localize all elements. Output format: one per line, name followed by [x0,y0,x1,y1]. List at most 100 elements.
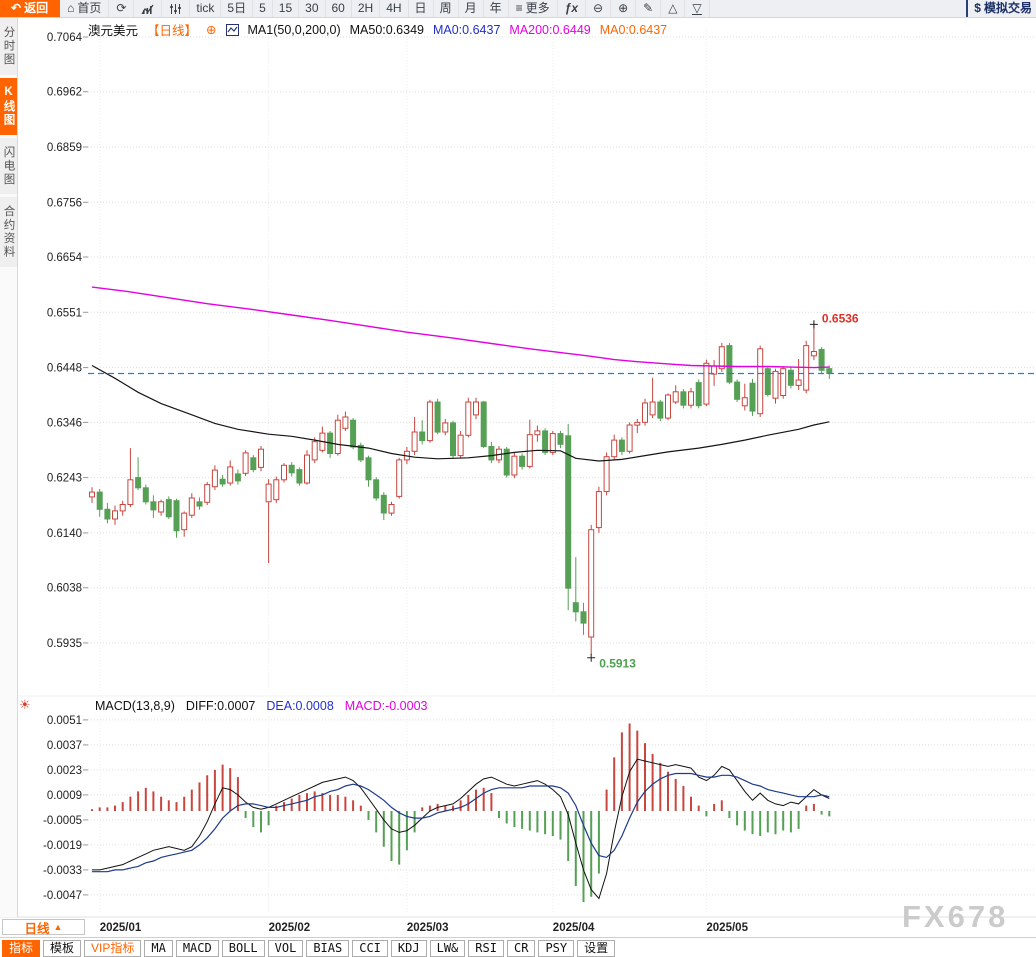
dea-value: DEA:0.0008 [266,699,334,713]
home-button[interactable]: ⌂ 首页 [60,0,110,17]
period-selector[interactable]: 日线 ▲ [2,919,85,936]
candle [357,442,364,463]
indicator-tab-MA[interactable]: MA [144,940,173,957]
period-tag: 【日线】 [147,24,198,38]
macd-y-axis-label: -0.0033 [43,865,82,877]
candle [665,393,671,421]
candle [426,399,433,443]
candle [242,450,249,476]
candle [135,457,142,490]
period-button-5[interactable]: 5 [253,0,273,17]
candle [688,388,694,409]
candle [419,420,426,445]
simulated-trading-button[interactable]: $ 模拟交易 [966,0,1036,17]
more-button[interactable]: ≡ 更多 [508,0,558,17]
macd-y-axis-label: 0.0023 [47,765,82,777]
tab-VIP指标[interactable]: VIP指标 [84,940,142,957]
indicator-tab-CR[interactable]: CR [506,940,536,957]
period-button-周[interactable]: 周 [433,0,459,17]
favorite-icon[interactable]: ⊕ [206,23,217,37]
candle [158,499,165,516]
period-button-4H[interactable]: 4H [380,0,409,17]
period-button-30[interactable]: 30 [299,0,326,17]
indicator-tab-RSI[interactable]: RSI [468,940,504,957]
period-button-5日[interactable]: 5日 [221,0,254,17]
candle [649,377,656,419]
sliders-icon [170,3,182,14]
candle [396,457,403,499]
refresh-button[interactable]: ⟳ [109,0,135,17]
candle [695,379,702,409]
candle [258,446,264,472]
sidebar-tab-闪电图[interactable]: 闪电图 [0,137,17,194]
period-button-年[interactable]: 年 [483,0,509,17]
indicator-tab-MACD[interactable]: MACD [175,940,219,957]
sidebar-tab-合约资料[interactable]: 合约资料 [0,197,17,267]
candle [534,425,541,442]
kline-style-icon[interactable] [225,23,239,36]
candle [465,397,472,438]
shape-down-button[interactable]: ▽ [685,0,710,17]
tab-模板[interactable]: 模板 [43,940,82,957]
indicator-tab-BIAS[interactable]: BIAS [306,940,350,957]
sidebar-tab-分时图[interactable]: 分时图 [0,18,17,75]
indicator-tab-VOL[interactable]: VOL [267,940,304,957]
period-button-月[interactable]: 月 [458,0,484,17]
period-button-15[interactable]: 15 [272,0,300,17]
candle [549,430,556,456]
back-button[interactable]: ↶ 返回 [0,0,61,17]
y-axis-label: 0.6654 [47,252,83,264]
formula-button[interactable]: ƒx [557,0,586,17]
ma-settings: MA1(50,0,200,0) [247,22,341,37]
candle [718,342,725,372]
indicator-tab-BOLL[interactable]: BOLL [221,940,265,957]
candle [757,345,764,417]
candle [634,419,641,434]
candle [327,430,334,458]
draw-button[interactable]: ✎ [636,0,662,17]
chart-style-button[interactable] [134,0,163,17]
macd-y-axis-label: -0.0019 [43,840,82,852]
back-arrow-icon: ↶ [11,1,22,15]
macd-y-axis-label: 0.0051 [47,715,82,727]
y-axis-label: 0.6962 [47,87,82,99]
zoom-in-button[interactable]: ⊕ [611,0,637,17]
candle [150,495,157,518]
candle [334,414,341,456]
indicator-tab-设置[interactable]: 设置 [577,940,616,957]
candle [450,420,456,459]
candle [265,479,272,563]
period-button-2H[interactable]: 2H [351,0,381,17]
shape-up-button[interactable]: △ [661,0,686,17]
indicator-settings-icon[interactable]: ☀ [19,697,31,712]
tab-指标[interactable]: 指标 [2,940,41,957]
candle [296,467,303,486]
candle [196,497,203,510]
candle [488,441,495,464]
zoom-in-icon: ⊕ [618,1,629,15]
period-button-日[interactable]: 日 [408,0,434,17]
candle [227,460,234,486]
period-button-60[interactable]: 60 [325,0,352,17]
dropdown-up-icon: ▲ [53,922,63,932]
candle [434,398,441,435]
x-axis-label: 2025/04 [553,922,595,934]
x-axis-label: 2025/01 [100,922,142,934]
candle [304,450,310,485]
candle [342,411,349,431]
sidebar-tab-K线图[interactable]: K线图 [0,77,17,135]
period-button-tick[interactable]: tick [190,0,222,17]
zoom-out-button[interactable]: ⊖ [586,0,612,17]
triangle-down-icon: ▽ [692,0,702,15]
indicator-tab-KDJ[interactable]: KDJ [390,940,427,957]
indicator-tab-CCI[interactable]: CCI [352,940,388,957]
indicator-tab-PSY[interactable]: PSY [538,940,575,957]
y-axis-label: 0.7064 [47,32,83,44]
x-axis-label: 2025/02 [269,922,311,934]
candle [281,463,287,483]
candle [181,511,188,537]
indicator-tab-LW&[interactable]: LW& [429,940,466,957]
indicator-params-button[interactable] [162,0,191,17]
candle [503,447,510,478]
